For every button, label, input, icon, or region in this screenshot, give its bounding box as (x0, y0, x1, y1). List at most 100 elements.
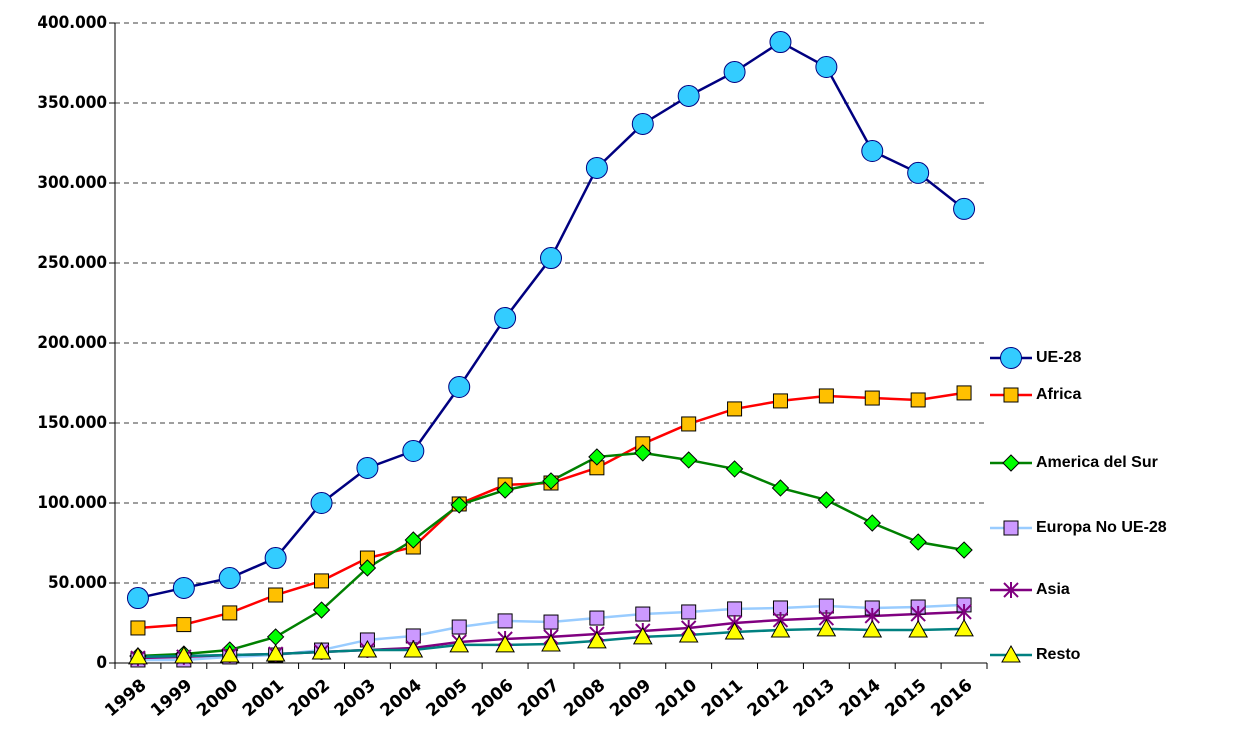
point (496, 481, 514, 499)
point (310, 492, 333, 514)
x-tick-label: 2014 (836, 675, 885, 721)
y-tick-label: 350.000 (37, 93, 107, 113)
point (451, 619, 467, 635)
point (404, 531, 423, 549)
point (587, 630, 607, 649)
x-tick-label: 2010 (652, 675, 701, 721)
y-tick-label: 250.000 (37, 253, 107, 273)
legend-label: Europa No UE-28 (1036, 519, 1167, 536)
y-tick-label: 150.000 (37, 413, 107, 433)
point (631, 112, 654, 135)
point (772, 393, 788, 409)
legend-marker (1001, 644, 1021, 663)
legend-label: Africa (1036, 386, 1081, 403)
point (358, 559, 377, 577)
point (589, 610, 605, 626)
legend-label: America del Sur (1036, 454, 1158, 471)
point (173, 645, 194, 664)
legend-marker (1003, 582, 1019, 598)
y-tick-label: 400.000 (37, 13, 107, 33)
point (862, 620, 883, 638)
legend-marker (1000, 347, 1022, 369)
point (956, 385, 972, 401)
point (863, 514, 881, 532)
point (815, 56, 838, 78)
x-tick-label: 2003 (331, 675, 380, 721)
point (314, 573, 330, 589)
point (402, 440, 425, 462)
series-line (137, 40, 965, 600)
point (816, 618, 837, 637)
point (176, 617, 192, 633)
point (311, 641, 332, 660)
point (634, 444, 652, 462)
x-tick-label: 2009 (606, 675, 655, 721)
point (265, 644, 286, 662)
point (677, 84, 700, 107)
point (130, 620, 146, 636)
point (907, 161, 930, 184)
point (448, 376, 471, 398)
x-tick-label: 2004 (377, 675, 426, 721)
point (495, 634, 515, 653)
x-tick-label: 1999 (147, 675, 196, 721)
legend-label: Resto (1036, 646, 1081, 663)
point (861, 140, 884, 162)
point (449, 634, 470, 653)
point (678, 624, 699, 643)
point (222, 605, 238, 621)
x-tick-label: 2000 (193, 675, 242, 721)
point (727, 601, 743, 617)
x-tick-label: 2008 (560, 675, 609, 721)
x-tick-label: 2005 (423, 675, 472, 721)
x-tick-label: 2001 (239, 675, 288, 721)
y-tick-label: 0 (96, 653, 107, 673)
x-tick-label: 2006 (468, 675, 517, 721)
point (817, 491, 836, 509)
x-tick-label: 2016 (927, 675, 976, 721)
x-tick-label: 2011 (698, 675, 747, 721)
point (770, 620, 791, 638)
legend-marker (1003, 387, 1019, 403)
point (497, 613, 513, 629)
x-tick-label: 2007 (514, 675, 563, 721)
point (172, 576, 195, 599)
point (681, 604, 697, 620)
point (953, 197, 976, 220)
legend-label: Asia (1036, 581, 1070, 598)
point (588, 448, 606, 466)
point (956, 603, 972, 620)
point (771, 479, 790, 497)
point (541, 633, 561, 652)
point (723, 60, 746, 83)
point (954, 618, 974, 637)
point (543, 614, 559, 630)
y-tick-label: 200.000 (37, 333, 107, 353)
x-tick-label: 2002 (285, 675, 334, 721)
point (450, 496, 468, 514)
point (908, 620, 929, 638)
point (540, 247, 562, 270)
x-tick-label: 2015 (881, 675, 930, 721)
x-tick-label: 2012 (744, 675, 793, 721)
point (403, 640, 424, 658)
point (635, 606, 651, 622)
point (266, 628, 285, 646)
y-tick-label: 300.000 (37, 173, 107, 193)
point (910, 606, 926, 623)
point (910, 392, 926, 408)
x-tick-label: 1998 (101, 675, 150, 721)
point (264, 547, 287, 570)
point (128, 646, 148, 665)
point (585, 156, 608, 179)
point (725, 460, 744, 478)
point (769, 31, 792, 54)
point (356, 456, 379, 479)
point (126, 587, 149, 610)
point (357, 640, 378, 658)
legend-marker (1002, 454, 1020, 472)
point (909, 533, 927, 551)
y-tick-label: 100.000 (37, 493, 107, 513)
point (312, 601, 331, 619)
x-tick-label: 2013 (790, 675, 839, 721)
